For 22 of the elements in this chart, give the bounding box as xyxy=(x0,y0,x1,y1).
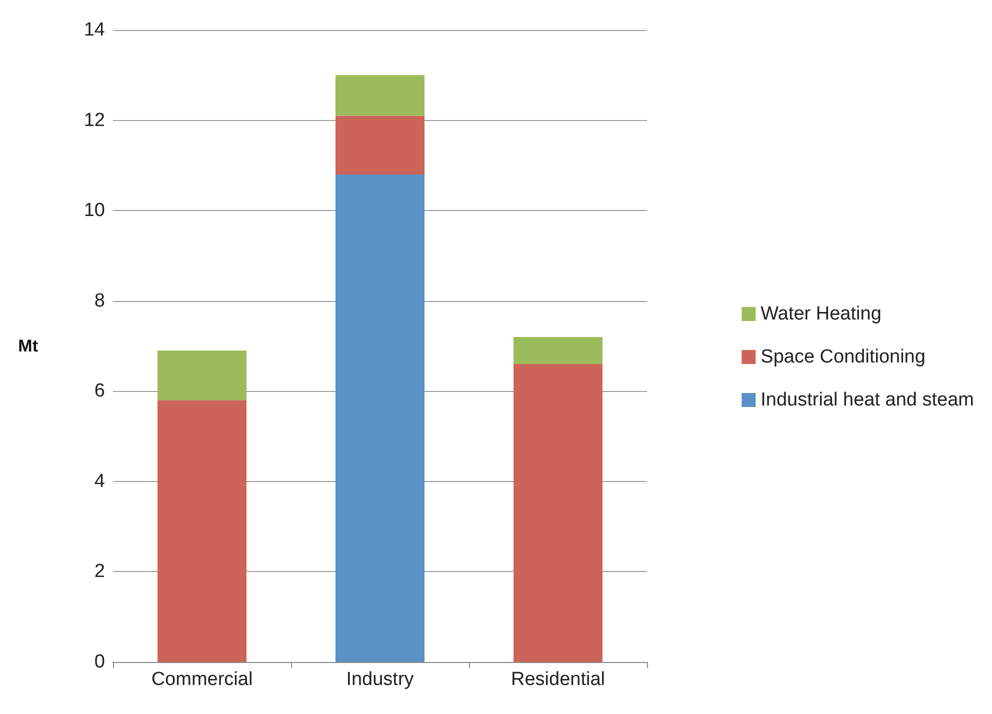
legend-label: Space Conditioning xyxy=(760,346,926,368)
y-tick-label: 0 xyxy=(94,652,105,672)
x-tick-label: Residential xyxy=(511,669,605,690)
y-tick-label: 10 xyxy=(84,200,105,222)
y-tick-label: 8 xyxy=(94,290,105,312)
y-tick-label: 12 xyxy=(84,110,105,131)
x-tick-label: Industry xyxy=(346,669,414,690)
bar xyxy=(158,350,246,400)
y-tick-label: 2 xyxy=(94,561,105,582)
bar xyxy=(336,174,424,662)
y-tick-label: 6 xyxy=(94,380,105,402)
bar xyxy=(514,336,602,364)
legend-label: Industrial heat and steam xyxy=(760,390,974,410)
bar xyxy=(336,116,424,174)
bar xyxy=(336,75,424,116)
x-tick-label: Commercial xyxy=(151,669,253,690)
y-tick-label: 14 xyxy=(84,20,106,40)
bar xyxy=(158,400,246,662)
bar xyxy=(514,364,602,662)
legend-label: Water Heating xyxy=(760,304,882,324)
y-axis-title: Mt xyxy=(18,336,38,356)
y-tick-label: 4 xyxy=(94,470,106,492)
